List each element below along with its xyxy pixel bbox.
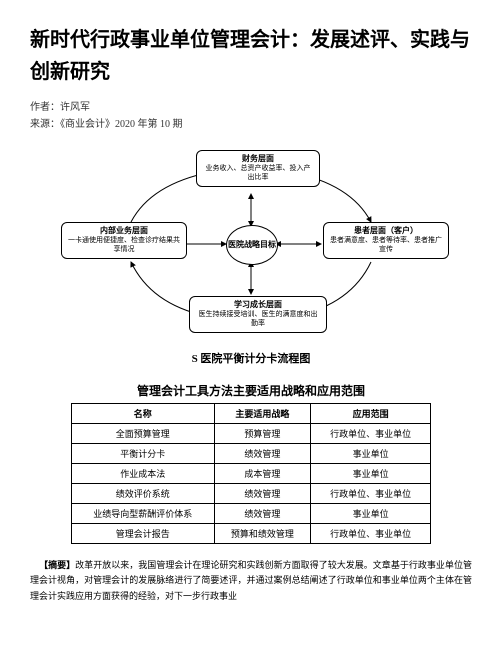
- diagram-section: 财务层面 业务收入、总资产收益率、投入产出比率 内部业务层面 一卡通使用便捷度、…: [30, 144, 472, 366]
- table-row: 管理会计报告 预算和绩效管理 行政单位、事业单位: [72, 524, 431, 544]
- node-left: 内部业务层面 一卡通使用便捷度、检查诊疗结果共享情况: [61, 222, 187, 259]
- cell: 绩效管理: [214, 444, 311, 464]
- cell: 平衡计分卡: [72, 444, 215, 464]
- table-row: 绩效评价系统 绩效管理 行政单位、事业单位: [72, 484, 431, 504]
- table-body: 全面预算管理 预算管理 行政单位、事业单位 平衡计分卡 绩效管理 事业单位 作业…: [72, 424, 431, 544]
- node-top-title: 财务层面: [203, 154, 313, 164]
- table-row: 业绩导向型薪酬评价体系 绩效管理 事业单位: [72, 504, 431, 524]
- document-page: 新时代行政事业单位管理会计：发展述评、实践与创新研究 作者：许风军 来源：《商业…: [0, 0, 502, 628]
- author-line: 作者：许风军: [30, 98, 472, 113]
- cell: 事业单位: [311, 464, 431, 484]
- cell: 作业成本法: [72, 464, 215, 484]
- th-name: 名称: [72, 404, 215, 424]
- abstract-text: 改革开放以来，我国管理会计在理论研究和实践创新方面取得了较大发展。文章基于行政事…: [30, 560, 472, 601]
- abstract-paragraph: 【摘要】改革开放以来，我国管理会计在理论研究和实践创新方面取得了较大发展。文章基…: [30, 558, 472, 604]
- cell: 管理会计报告: [72, 524, 215, 544]
- cell: 行政单位、事业单位: [311, 484, 431, 504]
- source-line: 来源：《商业会计》2020 年第 10 期: [30, 115, 472, 130]
- cell: 业绩导向型薪酬评价体系: [72, 504, 215, 524]
- cell: 事业单位: [311, 444, 431, 464]
- abstract-label: 【摘要】: [39, 560, 75, 570]
- table-row: 作业成本法 成本管理 事业单位: [72, 464, 431, 484]
- node-bottom: 学习成长层面 医生持续接受培训、医生的满意度和出勤率: [189, 296, 327, 333]
- cell: 绩效管理: [214, 484, 311, 504]
- cell: 事业单位: [311, 504, 431, 524]
- table-row: 平衡计分卡 绩效管理 事业单位: [72, 444, 431, 464]
- cell: 绩效评价系统: [72, 484, 215, 504]
- node-right-title: 患者层面（客户）: [330, 226, 442, 236]
- cell: 行政单位、事业单位: [311, 424, 431, 444]
- cell: 全面预算管理: [72, 424, 215, 444]
- node-center: 医院战略目标: [226, 225, 278, 265]
- cell: 行政单位、事业单位: [311, 524, 431, 544]
- node-left-title: 内部业务层面: [68, 226, 180, 236]
- node-top: 财务层面 业务收入、总资产收益率、投入产出比率: [196, 150, 320, 187]
- cell: 预算管理: [214, 424, 311, 444]
- node-right-sub: 患者满意度、患者等待率、患者推广宣传: [330, 236, 442, 254]
- article-title: 新时代行政事业单位管理会计：发展述评、实践与创新研究: [30, 24, 472, 88]
- cell: 预算和绩效管理: [214, 524, 311, 544]
- node-left-sub: 一卡通使用便捷度、检查诊疗结果共享情况: [68, 236, 180, 254]
- table-caption: 管理会计工具方法主要适用战略和应用范围: [30, 382, 472, 399]
- node-right: 患者层面（客户） 患者满意度、患者等待率、患者推广宣传: [323, 222, 449, 259]
- th-strategy: 主要适用战略: [214, 404, 311, 424]
- cell: 绩效管理: [214, 504, 311, 524]
- node-bottom-title: 学习成长层面: [196, 300, 320, 310]
- th-scope: 应用范围: [311, 404, 431, 424]
- strategy-table: 名称 主要适用战略 应用范围 全面预算管理 预算管理 行政单位、事业单位 平衡计…: [71, 403, 431, 544]
- bsc-diagram: 财务层面 业务收入、总资产收益率、投入产出比率 内部业务层面 一卡通使用便捷度、…: [61, 144, 441, 344]
- node-bottom-sub: 医生持续接受培训、医生的满意度和出勤率: [196, 310, 320, 328]
- diagram-caption: S 医院平衡计分卡流程图: [192, 350, 311, 366]
- table-row: 全面预算管理 预算管理 行政单位、事业单位: [72, 424, 431, 444]
- node-top-sub: 业务收入、总资产收益率、投入产出比率: [203, 164, 313, 182]
- table-header-row: 名称 主要适用战略 应用范围: [72, 404, 431, 424]
- cell: 成本管理: [214, 464, 311, 484]
